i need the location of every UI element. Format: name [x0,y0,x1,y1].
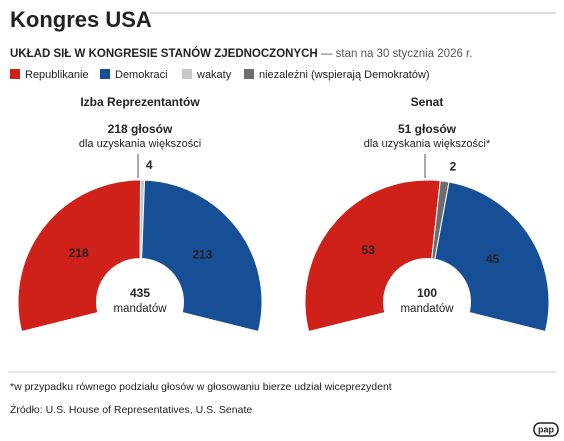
footnote: *w przypadku równego podziału głosów w g… [10,381,392,393]
legend-label: wakaty [196,69,232,81]
majority-label: 51 głosów [398,122,457,136]
legend-label: Demokraci [115,69,168,81]
value-label: 45 [486,252,500,266]
value-label: 53 [362,243,376,257]
total-value: 100 [417,286,437,300]
value-label: 2 [450,160,457,174]
total-label: mandatów [113,303,167,315]
subtitle: UKŁAD SIŁ W KONGRESIE STANÓW ZJEDNOCZONY… [10,47,472,60]
value-label: 4 [146,158,153,172]
total-label: mandatów [400,303,454,315]
charts: Izba Reprezentantów 218 głosów dla uzyskan… [17,95,550,346]
majority-note: dla uzyskania większości [79,138,201,150]
legend-label: niezależni (wspierają Demokratów) [259,69,430,81]
center-hole [383,258,471,346]
legend-swatch [100,69,110,79]
value-label: 213 [192,247,212,261]
legend-label: Republikanie [25,69,89,81]
total-value: 435 [130,286,150,300]
legend: Republikanie Demokraci wakaty niezależni (w… [10,69,430,81]
subtitle-bold: UKŁAD SIŁ W KONGRESIE STANÓW ZJEDNOCZONY… [10,47,318,60]
legend-swatch [244,69,254,79]
chart-title: Izba Reprezentantów [80,95,200,109]
subtitle-date: — stan na 30 stycznia 2026 r. [321,48,473,60]
chart-title: Senat [411,95,444,109]
title: Kongres USA [10,7,152,32]
value-label: 218 [69,246,89,260]
logo: pap [538,424,555,434]
source: Źródło: U.S. House of Representatives, U… [10,403,252,416]
center-hole [96,258,184,346]
majority-note: dla uzyskania większości* [364,138,491,150]
legend-swatch [182,69,192,79]
logo-frame [533,422,559,437]
majority-label: 218 głosów [108,122,173,136]
legend-swatch [10,69,20,79]
